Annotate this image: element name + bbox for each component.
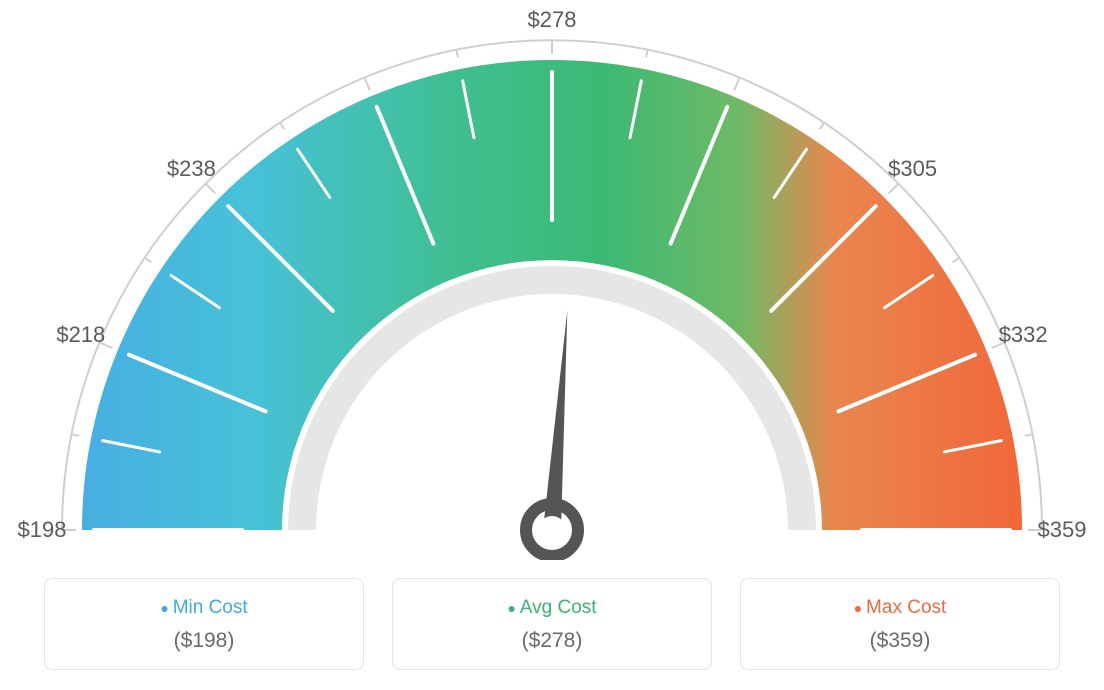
gauge-tick-label: $238 bbox=[167, 156, 216, 182]
legend-row: Min Cost ($198) Avg Cost ($278) Max Cost… bbox=[0, 578, 1104, 670]
legend-avg-value: ($278) bbox=[403, 629, 701, 653]
gauge-tick-label: $218 bbox=[56, 322, 105, 348]
gauge-tick-label: $332 bbox=[999, 322, 1048, 348]
legend-min-title: Min Cost bbox=[55, 597, 353, 619]
gauge-area: $198 $218 $238 $278 $305 $332 $359 bbox=[0, 0, 1104, 560]
gauge-tick-label: $359 bbox=[1038, 517, 1087, 543]
chart-container: $198 $218 $238 $278 $305 $332 $359 Min Cost ($… bbox=[0, 0, 1104, 690]
legend-max-value: ($359) bbox=[751, 629, 1049, 653]
legend-card-min: Min Cost ($198) bbox=[44, 578, 364, 670]
gauge-tick-label: $278 bbox=[528, 7, 577, 33]
legend-min-value: ($198) bbox=[55, 629, 353, 653]
gauge-svg bbox=[0, 0, 1104, 560]
legend-card-avg: Avg Cost ($278) bbox=[392, 578, 712, 670]
gauge-tick-label: $305 bbox=[888, 156, 937, 182]
legend-max-title: Max Cost bbox=[751, 597, 1049, 619]
legend-card-max: Max Cost ($359) bbox=[740, 578, 1060, 670]
legend-avg-title: Avg Cost bbox=[403, 597, 701, 619]
gauge-tick-label: $198 bbox=[18, 517, 67, 543]
